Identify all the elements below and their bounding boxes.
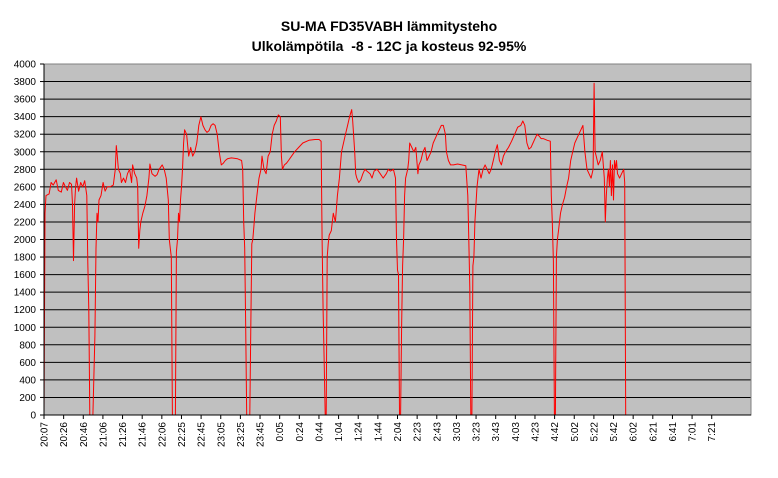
y-tick-label: 1600	[14, 270, 37, 281]
chart-title-block: SU-MA FD35VABH lämmitysteho Ulkolämpötil…	[0, 16, 778, 56]
y-tick-label: 3600	[14, 95, 37, 106]
x-tick-label: 6:02	[629, 422, 640, 442]
y-tick-label: 3800	[14, 77, 37, 88]
y-tick-labels: 0 200 400 600 800 1000 1200 1400 1600 1800 2000 220…	[14, 60, 44, 422]
x-tick-label: 2:04	[393, 422, 404, 442]
y-tick-label: 3200	[14, 130, 37, 141]
y-tick-label: 200	[19, 393, 36, 404]
x-tick-label: 7:01	[688, 422, 699, 442]
y-tick-label: 800	[19, 340, 36, 351]
x-tick-label: 3:03	[452, 422, 463, 442]
x-tick-label: 5:42	[609, 422, 620, 442]
x-tick-label: 0:05	[275, 422, 286, 442]
x-tick-label: 4:03	[511, 422, 522, 442]
x-tick-label: 20:26	[59, 422, 70, 447]
y-tick-label: 1800	[14, 253, 37, 264]
x-tick-label: 5:02	[570, 422, 581, 442]
x-tick-label: 3:23	[472, 422, 483, 442]
x-tick-label: 21:26	[118, 422, 129, 447]
x-tick-label: 22:06	[157, 422, 168, 447]
x-tick-label: 6:21	[648, 422, 659, 442]
chart-title: SU-MA FD35VABH lämmitysteho	[280, 18, 498, 34]
chart-subtitle: Ulkolämpötila -8 - 12C ja kosteus 92-95%	[251, 38, 527, 54]
x-tick-label: 22:45	[197, 422, 208, 447]
y-tick-label: 600	[19, 358, 36, 369]
y-tick-label: 3400	[14, 112, 37, 123]
y-tick-label: 1400	[14, 288, 37, 299]
x-tick-label: 6:41	[668, 422, 679, 442]
x-tick-label: 21:46	[138, 422, 149, 447]
y-tick-label: 2200	[14, 217, 37, 228]
gridlines	[44, 63, 751, 416]
y-tick-label: 1000	[14, 323, 37, 334]
x-tick-label: 21:06	[98, 422, 109, 447]
x-tick-label: 0:44	[314, 422, 325, 442]
y-tick-label: 2600	[14, 182, 37, 193]
x-tick-label: 1:44	[373, 422, 384, 442]
x-tick-label: 4:23	[530, 422, 541, 442]
y-tick-label: 2400	[14, 200, 37, 211]
x-tick-labels: 20:07 20:26 20:46 21:06 21:26 21:46 22:06 22:25…	[40, 415, 718, 447]
x-tick-label: 0:24	[295, 422, 306, 442]
series-layer	[43, 82, 627, 416]
y-tick-label: 2000	[14, 235, 37, 246]
x-tick-label: 2:43	[432, 422, 443, 442]
x-tick-label: 5:22	[589, 422, 600, 442]
x-tick-label: 7:21	[707, 422, 718, 442]
y-tick-label: 4000	[14, 60, 37, 71]
x-tick-label: 3:43	[491, 422, 502, 442]
y-tick-label: 3000	[14, 147, 37, 158]
x-tick-label: 23:45	[256, 422, 267, 447]
x-tick-label: 20:46	[79, 422, 90, 447]
x-tick-label: 2:23	[413, 422, 424, 442]
y-tick-label: 400	[19, 375, 36, 386]
y-tick-label: 2800	[14, 165, 37, 176]
y-tick-label: 1200	[14, 305, 37, 316]
x-tick-label: 22:25	[177, 422, 188, 447]
x-tick-label: 1:04	[334, 422, 345, 442]
y-tick-label: 0	[30, 411, 36, 422]
x-tick-label: 1:24	[354, 422, 365, 442]
series-line	[43, 82, 627, 416]
x-tick-label: 23:25	[236, 422, 247, 447]
x-tick-label: 20:07	[40, 422, 51, 447]
x-tick-label: 23:05	[216, 422, 227, 447]
x-tick-label: 4:42	[550, 422, 561, 442]
